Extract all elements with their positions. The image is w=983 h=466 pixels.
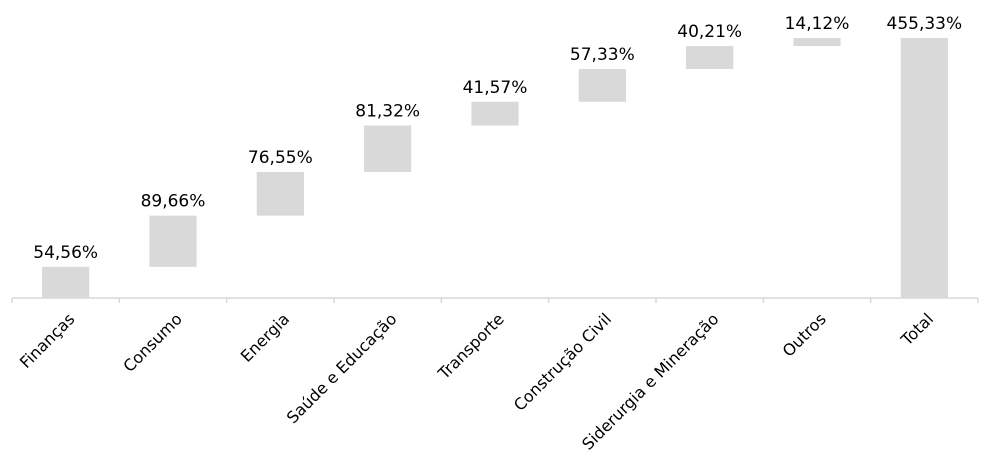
category-label-outros: Outros [779,309,830,360]
category-labels-layer: Finanças Consumo EnergiaSaúde e Educação Tr… [16,309,937,453]
category-label-transporte: Transporte [434,309,508,383]
category-label-financas: Finanças [16,309,79,372]
bar-transporte [471,102,518,126]
data-label-financas: 54,56% [33,243,98,263]
data-label-saude-e-educacao: 81,32% [355,102,420,122]
data-label-siderurgia-e-mineracao: 40,21% [677,22,742,42]
bar-financas [42,267,89,298]
data-label-transporte: 41,57% [463,78,528,98]
data-label-energia: 76,55% [248,148,313,168]
data-label-construcao-civil: 57,33% [570,45,635,65]
category-label-saude-e-educacao: Saúde e Educação [283,309,401,427]
bar-consumo [149,216,196,267]
bar-saude-e-educacao [364,126,411,172]
category-label-total: Total [897,309,938,350]
category-label-construcao-civil: Construção Civil [510,309,615,414]
data-label-total: 455,33% [887,14,963,34]
data-label-outros: 14,12% [785,14,850,34]
bar-total [901,38,948,298]
bar-outros [793,38,840,46]
bar-energia [257,172,304,216]
data-label-consumo: 89,66% [141,192,206,212]
category-label-consumo: Consumo [119,309,185,375]
bar-construcao-civil [579,69,626,102]
bar-siderurgia-e-mineracao [686,46,733,69]
x-axis [12,298,978,303]
category-label-energia: Energia [237,309,293,365]
